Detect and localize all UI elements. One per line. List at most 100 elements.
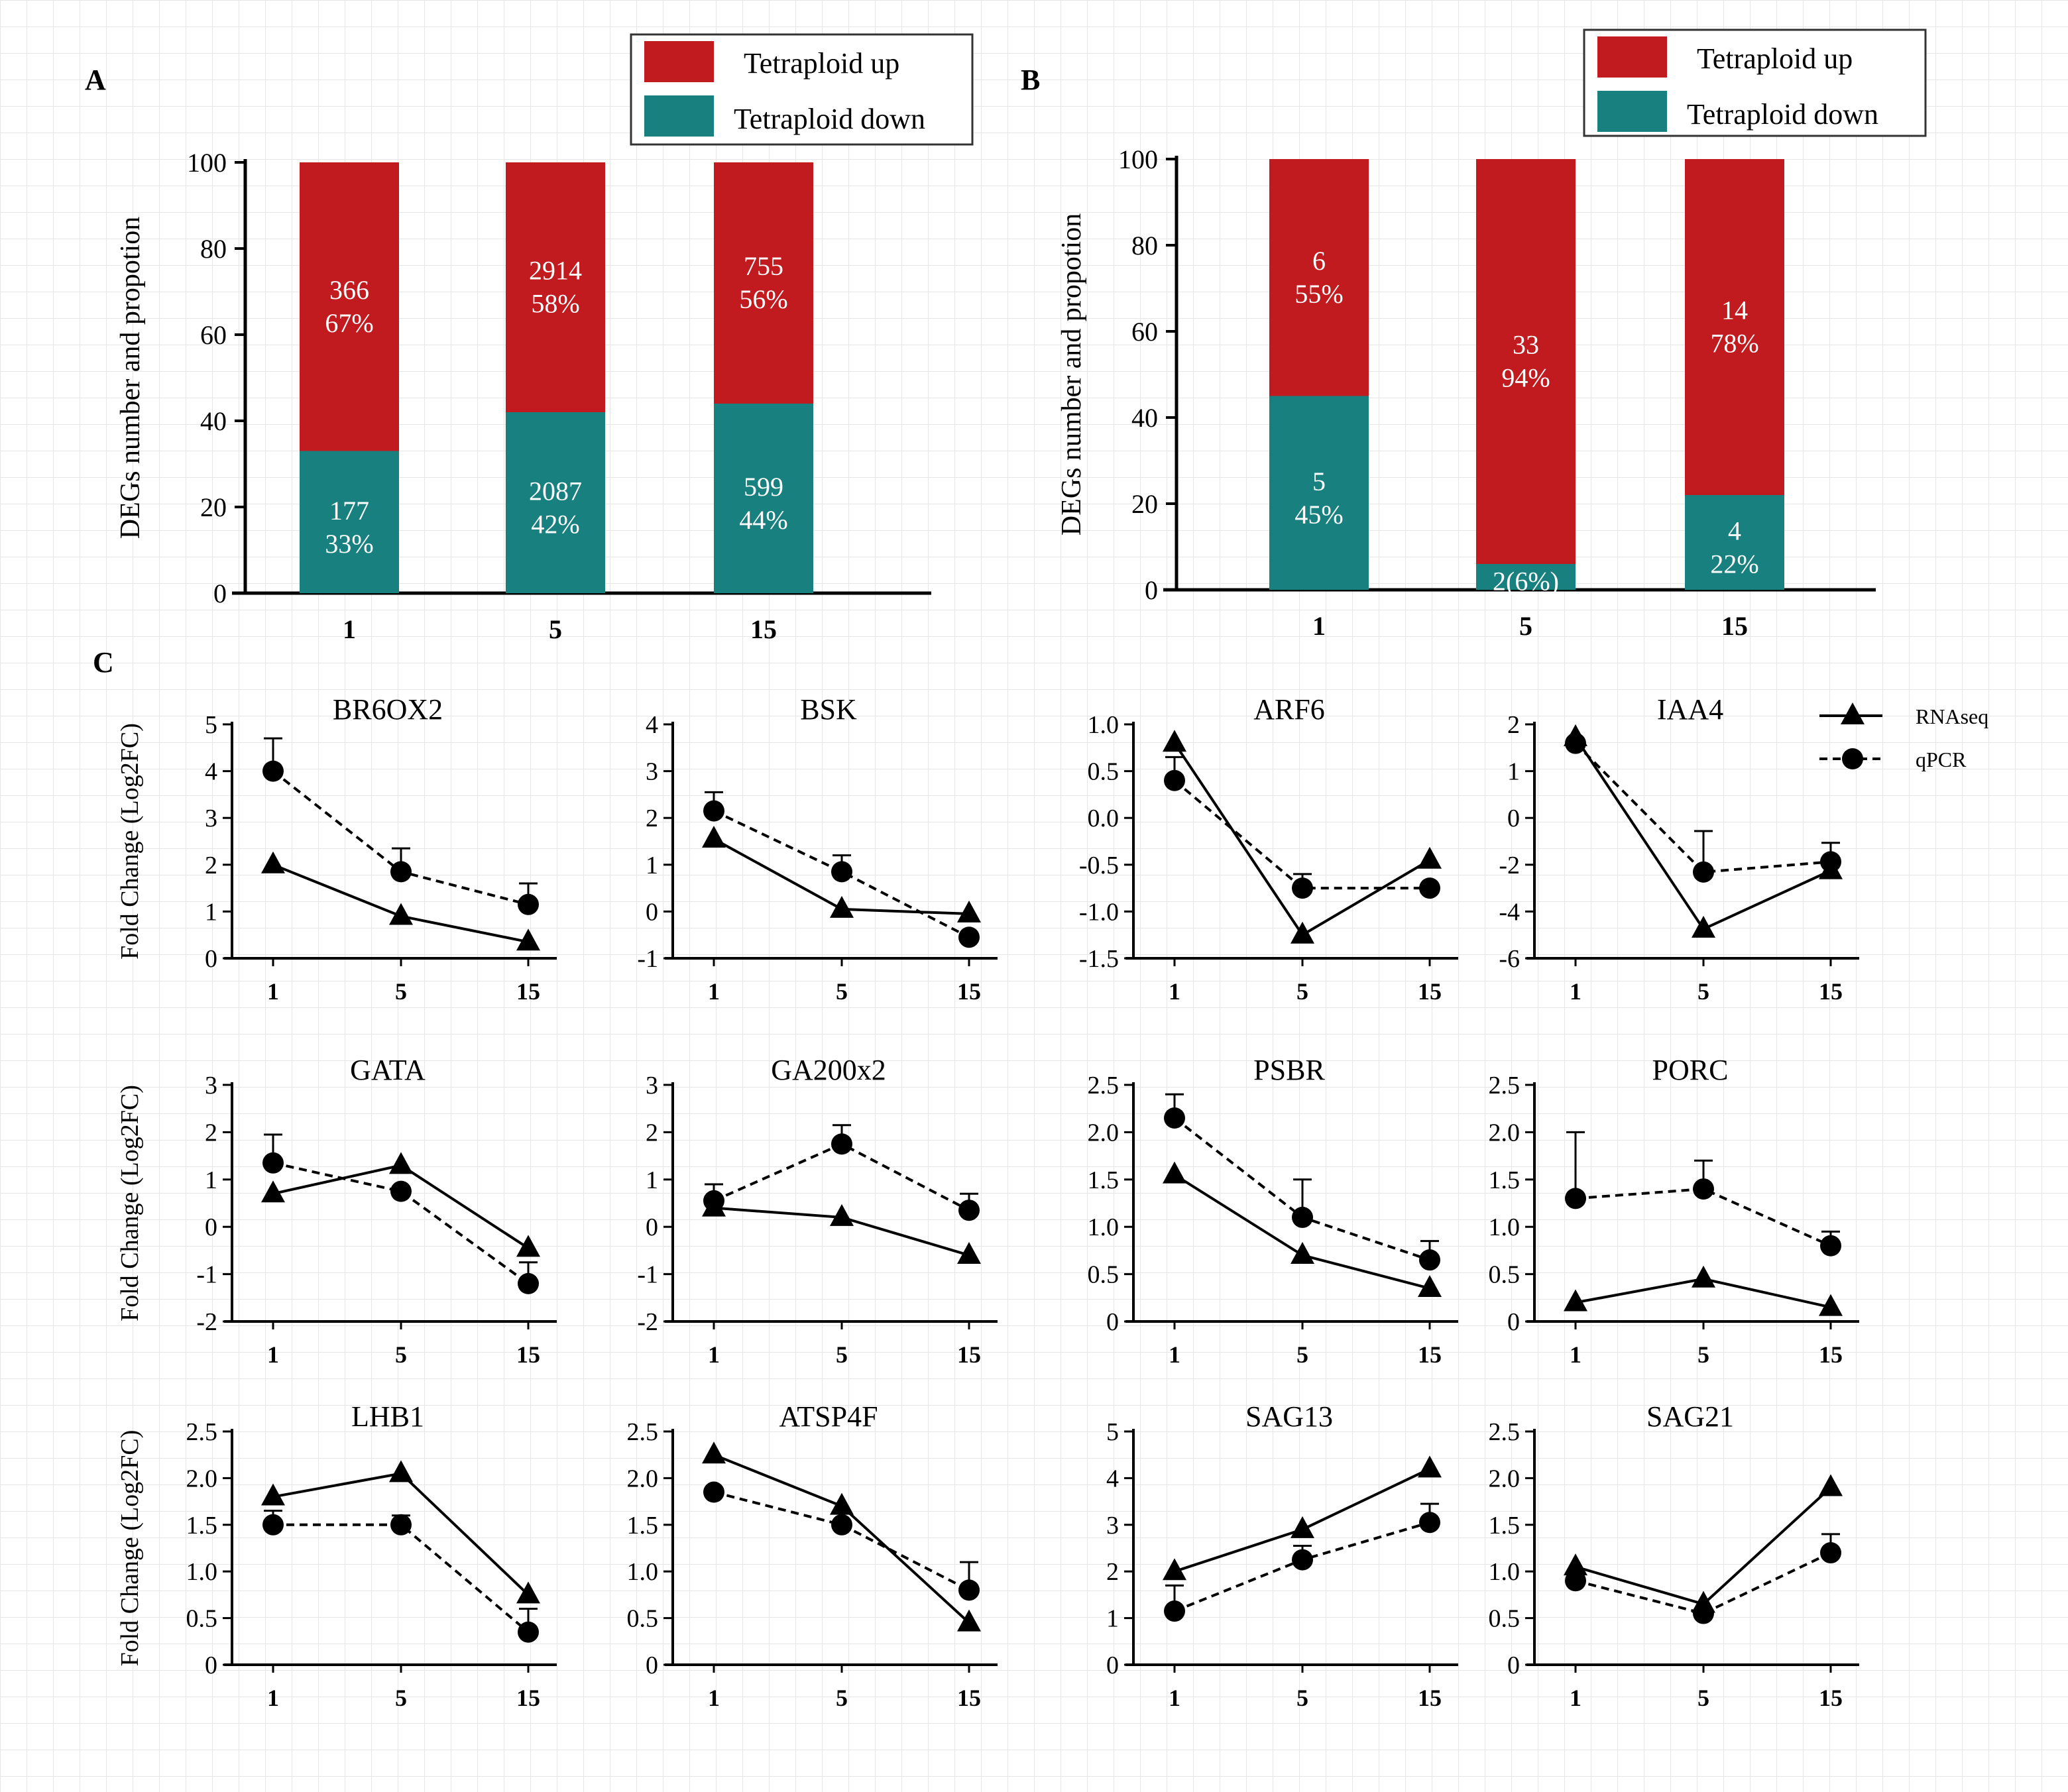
chart-a-bar-down [300, 451, 399, 593]
plot-sag21-title: SAG21 [1646, 1400, 1734, 1433]
plot-gata-rnaseq-point [261, 1180, 285, 1203]
plot-ga200x2-title: GA200x2 [771, 1054, 886, 1086]
plot-atsp4f-y-tick-label: 0.5 [627, 1605, 659, 1633]
plot-arf6-rnaseq-point [1418, 846, 1442, 869]
chart-b-legend-swatch-down [1597, 91, 1667, 132]
plot-porc-qpcr-point [1565, 1188, 1586, 1209]
plot-sag13-qpcr-point [1419, 1512, 1440, 1534]
plot-porc-y-tick-label: 0 [1507, 1308, 1520, 1336]
plot-porc-y-tick-label: 0.5 [1489, 1261, 1521, 1289]
panel-label-b: B [1021, 64, 1040, 96]
plot-iaa4-x-tick-label: 15 [1819, 978, 1843, 1005]
plot-arf6-x-tick-label: 5 [1296, 978, 1308, 1005]
chart-a-bar-up [300, 162, 399, 451]
plot-ga200x2-y-tick-label: 0 [646, 1213, 658, 1241]
plot-iaa4-qpcr-line [1574, 742, 1831, 873]
chart-b-legend-label-up: Tetraploid up [1697, 42, 1853, 75]
plot-sag13-y-tick-label: 1 [1106, 1605, 1119, 1633]
chart-a-bar-down [506, 412, 605, 593]
plot-gata-y-tick-label: -1 [196, 1261, 217, 1289]
plot-gata-qpcr-point [262, 1152, 284, 1174]
chart-b-data-label: 2(6%) [1493, 567, 1559, 596]
plot-porc-x-tick-label: 1 [1570, 1341, 1581, 1368]
plot-gata-rnaseq-point [389, 1152, 413, 1174]
plot-atsp4f-x-tick-label: 15 [957, 1685, 981, 1711]
plot-sag21-x-tick-label: 5 [1697, 1685, 1709, 1711]
plot-iaa4-x-tick-label: 5 [1697, 978, 1709, 1005]
plot-ga200x2-qpcr-point [831, 1133, 852, 1155]
chart-b-x-tick-label: 15 [1721, 611, 1748, 641]
plot-arf6-qpcr-point [1419, 877, 1440, 899]
plot-bsk-title: BSK [800, 693, 857, 726]
plot-arf6-x-tick-label: 15 [1418, 978, 1442, 1005]
chart-b-data-label: 45% [1294, 500, 1343, 530]
plot-br6ox2-rnaseq-point [516, 928, 540, 951]
chart-b-data-label: 33 [1513, 330, 1539, 360]
chart-b-legend-label-down: Tetraploid down [1687, 98, 1878, 131]
legend-rnaseq-label: RNAseq [1916, 704, 1988, 728]
chart-b-y-tick-label: 100 [1118, 144, 1158, 174]
plot-porc-title: PORC [1652, 1054, 1729, 1086]
plot-gata-x-tick-label: 1 [267, 1341, 279, 1368]
plot-iaa4-rnaseq-point [1692, 915, 1715, 938]
plot-br6ox2-y-tick-label: 3 [205, 805, 217, 832]
plot-bsk-y-tick-label: 2 [646, 805, 658, 832]
plot-lhb1-y-tick-label: 1.5 [186, 1512, 218, 1540]
plot-lhb1-y-tick-label: 2.0 [186, 1465, 218, 1492]
plot-iaa4-y-tick-label: -4 [1499, 898, 1520, 926]
plot-lhb1-rnaseq-point [389, 1460, 413, 1483]
chart-a-y-axis-label: DEGs number and propotion [115, 217, 146, 539]
plot-ga200x2-y-tick-label: 2 [646, 1119, 658, 1147]
plot-lhb1-qpcr-point [390, 1514, 412, 1536]
plot-br6ox2-qpcr-point [518, 893, 539, 915]
plot-bsk-qpcr-point [831, 861, 852, 883]
plot-gata-x-tick-label: 5 [395, 1341, 407, 1368]
plot-sag21-y-tick-label: 1.5 [1489, 1512, 1521, 1540]
legend-rnaseq-marker [1841, 702, 1865, 724]
plot-sag13-qpcr-point [1292, 1549, 1313, 1571]
plot-lhb1-rnaseq-point [261, 1483, 285, 1506]
plot-arf6-y-tick-label: -0.5 [1079, 852, 1119, 879]
plot-psbr-rnaseq-point [1418, 1275, 1442, 1298]
chart-b-data-label: 94% [1501, 363, 1550, 393]
plot-atsp4f-rnaseq-point [957, 1609, 981, 1632]
plot-iaa4-y-tick-label: 2 [1507, 711, 1520, 739]
plot-br6ox2-y-tick-label: 1 [205, 898, 217, 926]
plot-arf6-rnaseq-point [1163, 730, 1186, 752]
plot-gata-qpcr-line [272, 1161, 530, 1285]
legend-qpcr-marker [1842, 748, 1863, 769]
plot-psbr-rnaseq-point [1291, 1242, 1314, 1264]
chart-b-legend-swatch-up [1597, 36, 1667, 78]
chart-b-bar-up [1476, 159, 1576, 564]
plot-br6ox2-y-tick-label: 5 [205, 711, 217, 739]
plot-psbr-rnaseq-point [1163, 1161, 1186, 1184]
plot-sag21-x-tick-label: 15 [1819, 1685, 1843, 1711]
plot-bsk-rnaseq-point [830, 895, 854, 918]
panel-label-c: C [93, 646, 114, 679]
plot-gata-y-tick-label: 1 [205, 1166, 217, 1194]
plot-arf6-y-tick-label: 1.0 [1088, 711, 1120, 739]
plot-arf6-qpcr-line [1173, 779, 1430, 890]
plot-arf6-title: ARF6 [1253, 693, 1325, 726]
plot-arf6-qpcr-point [1292, 877, 1313, 899]
plot-ga200x2-x-tick-label: 5 [836, 1341, 848, 1368]
plot-gata-qpcr-point [518, 1272, 539, 1294]
plot-lhb1-y-tick-label: 0.5 [186, 1605, 218, 1633]
plot-porc-x-tick-label: 5 [1697, 1341, 1709, 1368]
plot-sag21-qpcr-point [1565, 1570, 1586, 1592]
chart-a-legend-label-down: Tetraploid down [734, 103, 925, 135]
plot-sag13-title: SAG13 [1245, 1400, 1333, 1433]
chart-a-data-label: 56% [739, 284, 787, 314]
chart-b-bar-down [1269, 396, 1369, 590]
chart-a-data-label: 58% [531, 289, 579, 319]
plot-bsk-y-tick-label: 4 [646, 711, 658, 739]
plot-gata-rnaseq-line [272, 1164, 530, 1250]
chart-a-legend-swatch-up [644, 41, 714, 82]
plot-atsp4f-x-tick-label: 5 [836, 1685, 848, 1711]
plot-bsk-y-tick-label: 0 [646, 898, 658, 926]
plot-psbr-x-tick-label: 15 [1418, 1341, 1442, 1368]
plot-sag21-rnaseq-point [1564, 1553, 1587, 1576]
plot-psbr-y-tick-label: 1.5 [1088, 1166, 1120, 1194]
plot-porc-y-tick-label: 1.5 [1489, 1166, 1521, 1194]
